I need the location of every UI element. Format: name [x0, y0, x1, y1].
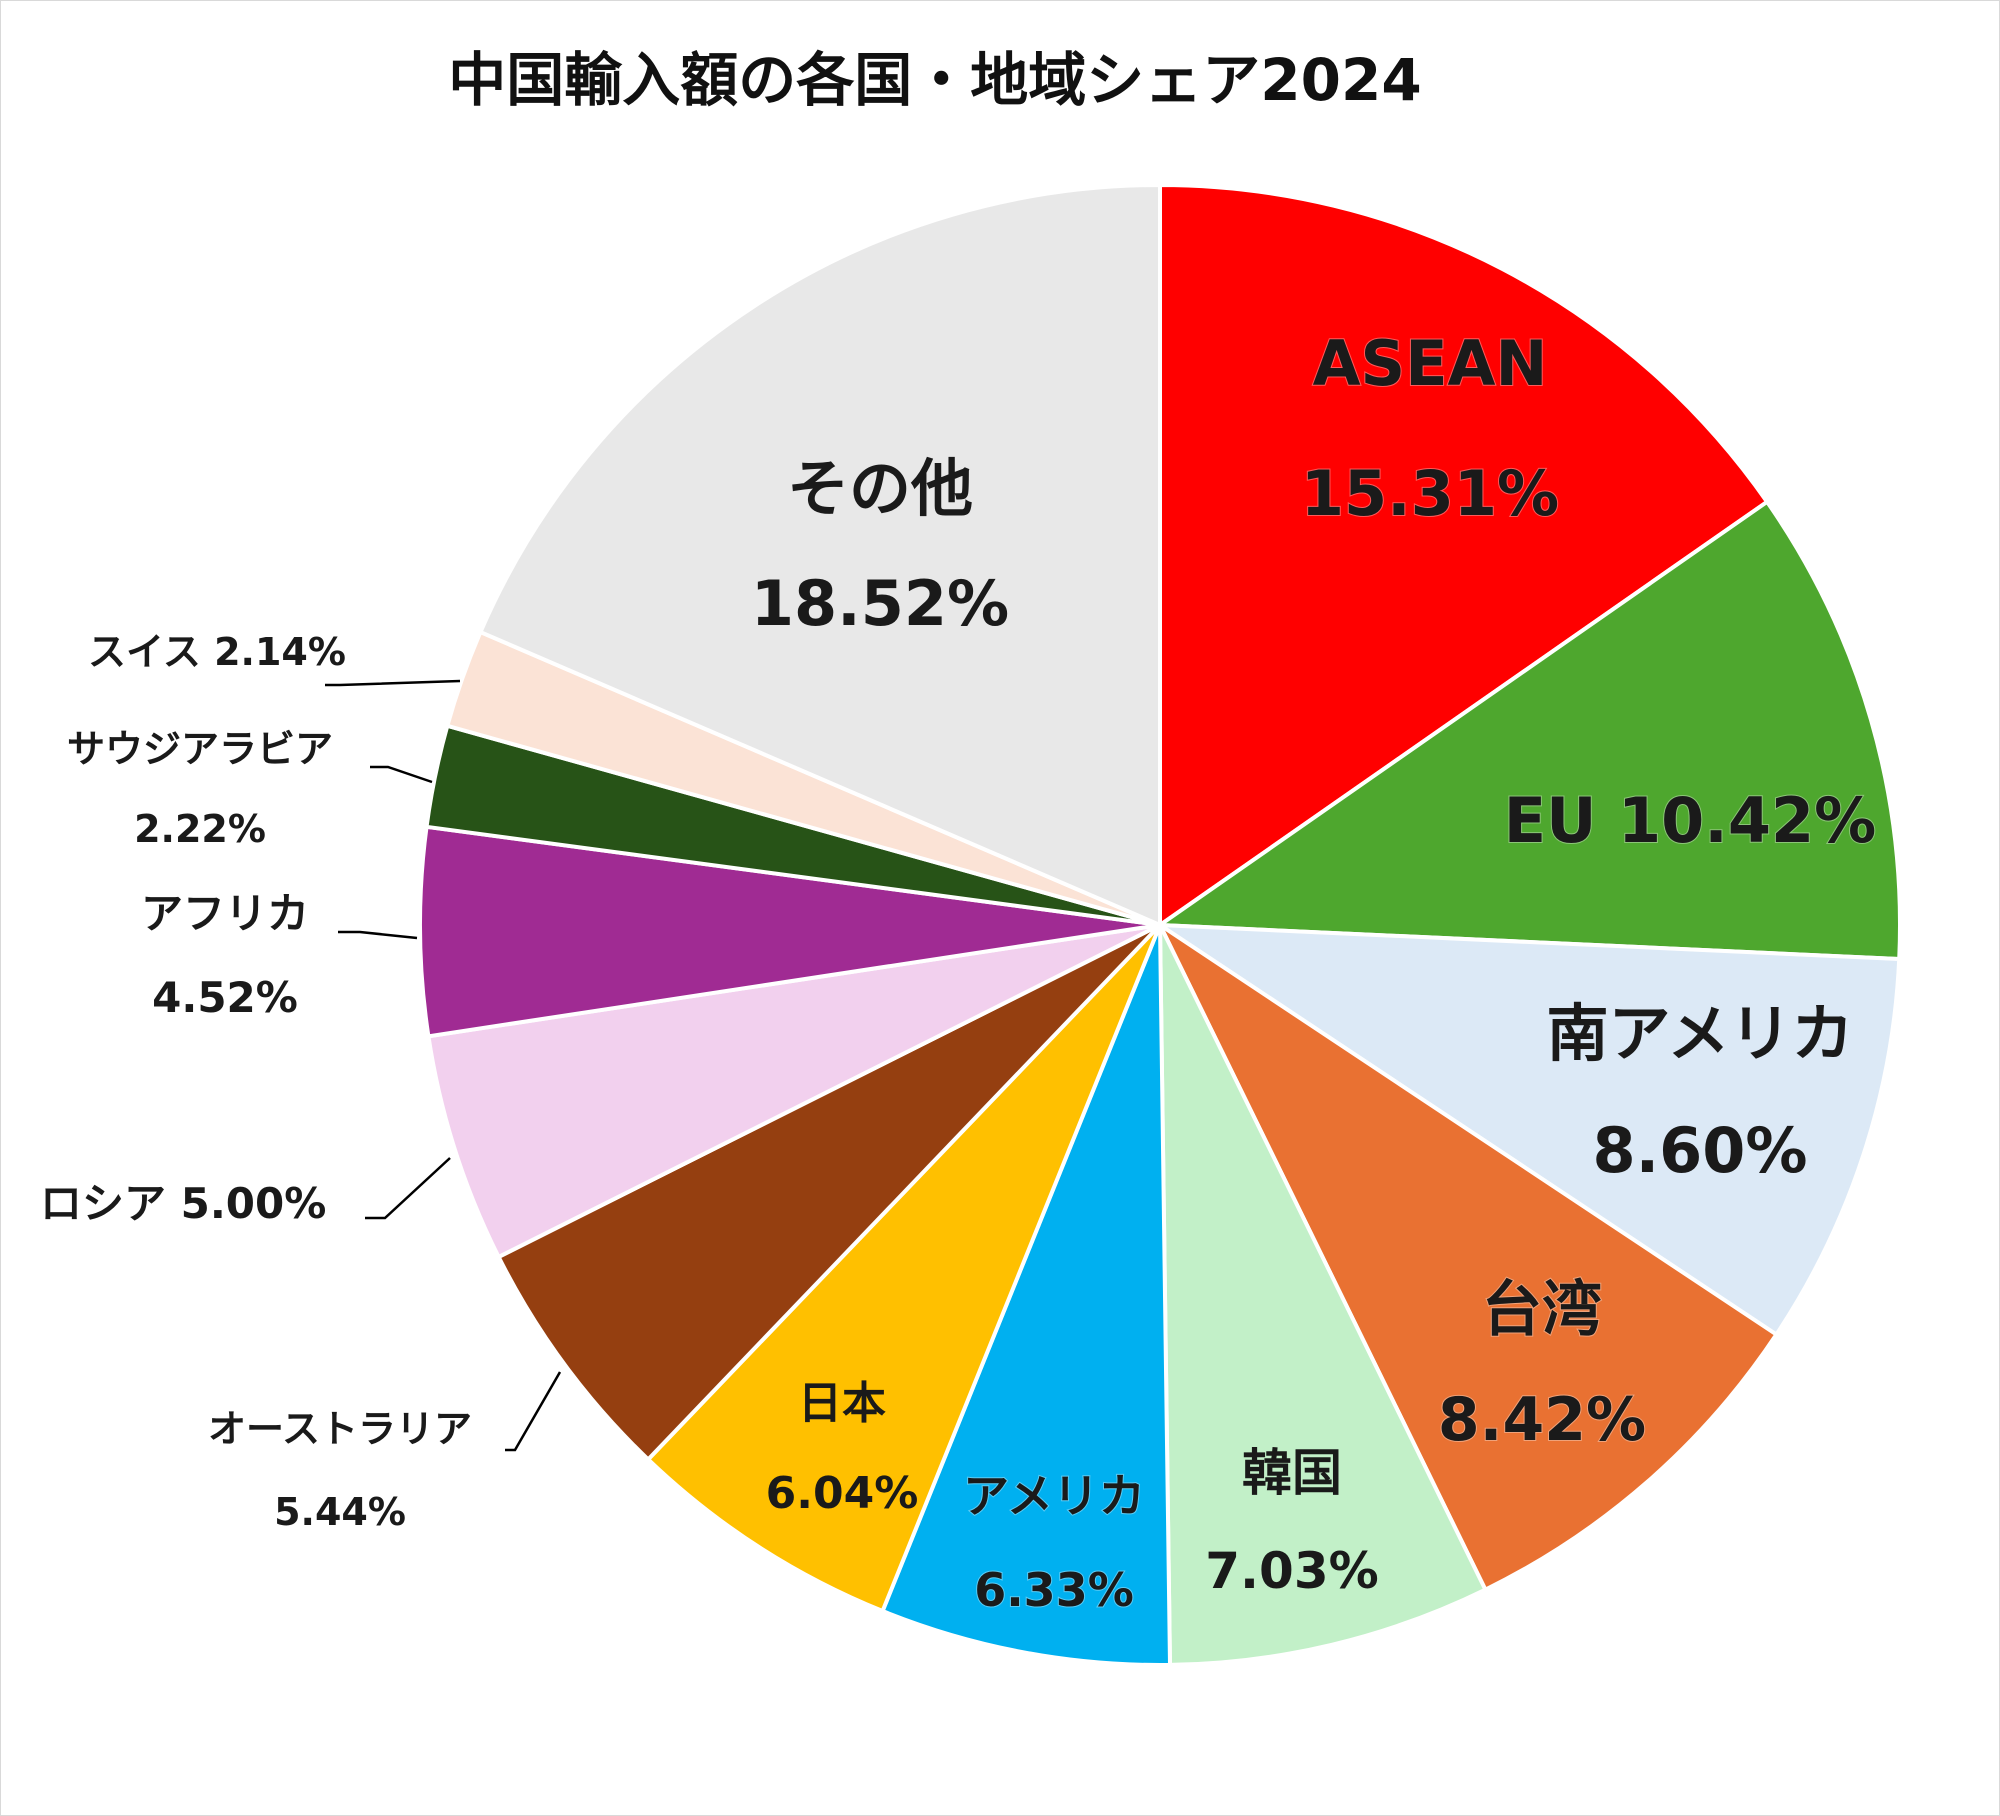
- leader-line: [370, 765, 433, 784]
- leader-line: [338, 930, 418, 940]
- leader-line: [505, 1371, 562, 1452]
- slice-name-label: ASEAN: [1313, 327, 1548, 400]
- slice-name-label: 韓国: [1242, 1444, 1342, 1502]
- slice-7: [495, 923, 1162, 1463]
- slice-label: ロシア 5.00%: [40, 1179, 326, 1228]
- slice-labels: ASEAN 15.31% EU 10.42% 南アメリカ 8.60% 台湾 8.42% 韓国 7…: [40, 326, 1877, 1618]
- slice-name-label: アメリカ: [963, 1469, 1145, 1523]
- slice-value-label: 18.52%: [751, 567, 1009, 640]
- slice-value-label: 4.52%: [152, 973, 298, 1022]
- slice-name-label: その他: [787, 452, 973, 525]
- slice-8: [426, 923, 1161, 1260]
- leader-line: [325, 679, 461, 687]
- slice-value-label: 5.44%: [274, 1490, 406, 1534]
- slice-label: EU 10.42%: [1504, 784, 1877, 857]
- leader-line: [365, 1157, 451, 1220]
- slice-name-label: サウジアラビア: [67, 727, 333, 771]
- slice-2: [1152, 922, 1902, 1338]
- slice-label: スイス 2.14%: [88, 630, 346, 674]
- slice-0: [1158, 182, 1770, 929]
- slice-value-label: 6.04%: [766, 1468, 919, 1519]
- slice-name-label: 日本: [798, 1378, 886, 1429]
- slice-value-label: 15.31%: [1301, 457, 1559, 530]
- leader-lines: [325, 679, 562, 1452]
- slice-5: [879, 924, 1173, 1667]
- chart-title: 中国輸入額の各国・地域シェア2024: [448, 46, 1421, 114]
- slice-name-label: 台湾: [1482, 1275, 1602, 1345]
- slice-4: [1158, 924, 1489, 1667]
- slice-value-label: 8.60%: [1592, 1114, 1807, 1187]
- pie-slices: [418, 182, 1902, 1667]
- slice-value-label: 7.03%: [1205, 1542, 1378, 1600]
- slice-1: [1154, 499, 1902, 962]
- slice-12: [477, 182, 1162, 929]
- slice-name-label: アフリカ: [141, 889, 309, 938]
- slice-name-label: オーストラリア: [208, 1407, 472, 1451]
- slice-value-label: 6.33%: [974, 1563, 1134, 1617]
- slice-3: [1154, 919, 1780, 1593]
- slice-name-label: 南アメリカ: [1547, 997, 1854, 1070]
- slice-value-label: 8.42%: [1438, 1385, 1646, 1455]
- slice-9: [418, 824, 1161, 1039]
- slice-6: [645, 923, 1162, 1614]
- slice-value-label: 2.22%: [134, 807, 266, 851]
